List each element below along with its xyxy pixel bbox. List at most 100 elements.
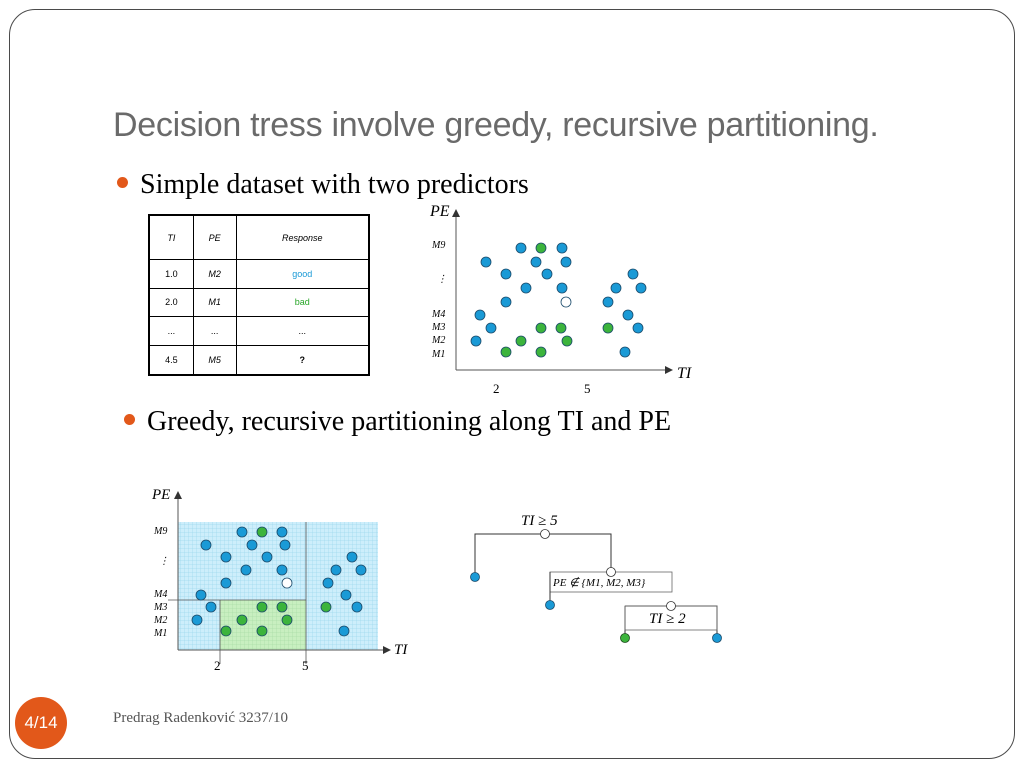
data-point [281, 614, 293, 626]
data-table: TI PE Response 1.0 M2 good 2.0 M1 bad ..… [148, 214, 370, 376]
bullet-2: Greedy, recursive partitioning along TI … [124, 406, 671, 438]
bullet-2-text: Greedy, recursive partitioning along TI … [147, 406, 672, 437]
footer-author: Predrag Radenković 3237/10 [113, 710, 288, 726]
data-point [560, 296, 572, 308]
data-point [556, 242, 568, 254]
tree-leaf-green [620, 633, 630, 643]
y-tick: M3 [431, 322, 445, 333]
y-tick: ⋮ [437, 274, 447, 285]
data-point [627, 268, 639, 280]
data-point [515, 335, 527, 347]
x-tick: 2 [493, 381, 500, 396]
tree-leaf-blue [712, 633, 722, 643]
tree-split-node [540, 529, 550, 539]
bullet-1-text: Simple dataset with two predictors [140, 169, 529, 200]
data-point [220, 551, 232, 563]
data-point [246, 539, 258, 551]
table-cell: ? [235, 344, 370, 376]
y-tick: M3 [153, 602, 167, 613]
y-tick: M9 [153, 526, 167, 537]
data-point [191, 614, 203, 626]
data-point [474, 309, 486, 321]
data-point [622, 309, 634, 321]
data-point [500, 296, 512, 308]
data-point [338, 625, 350, 637]
data-point [555, 322, 567, 334]
data-point [256, 625, 268, 637]
table-row: 4.5 M5 ? [148, 344, 370, 376]
y-tick: ⋮ [159, 556, 169, 567]
data-point [256, 601, 268, 613]
y-tick: M4 [153, 589, 167, 600]
table-cell: good [235, 259, 370, 289]
y-axis-label: PE [151, 487, 170, 503]
tree-leaf-blue [545, 600, 555, 610]
data-point [619, 346, 631, 358]
table-header-ti: TI [148, 214, 194, 260]
tree-split-node [606, 567, 616, 577]
data-point [535, 346, 547, 358]
scatter-plot: PE TI 2 5 M9 ⋮ M4 M3 M2 M1 [429, 203, 692, 396]
data-point [276, 564, 288, 576]
y-tick: M9 [431, 240, 445, 251]
data-point [561, 335, 573, 347]
data-point [515, 242, 527, 254]
data-point [256, 526, 268, 538]
data-point [220, 625, 232, 637]
data-point [279, 539, 291, 551]
table-row: 1.0 M2 good [148, 259, 370, 289]
data-point [535, 242, 547, 254]
table-row: ... ... ... [148, 316, 370, 346]
table-row: 2.0 M1 bad [148, 287, 370, 318]
data-point [320, 601, 332, 613]
y-tick: M2 [153, 615, 167, 626]
data-point [330, 564, 342, 576]
tree-node2-label: PE ∉ {M1, M2, M3} [552, 576, 646, 589]
data-point [276, 526, 288, 538]
tree-node3-label: TI ≥ 2 [649, 611, 686, 627]
data-point [535, 322, 547, 334]
data-point [480, 256, 492, 268]
x-tick: 2 [214, 658, 221, 673]
data-point [351, 601, 363, 613]
x-tick: 5 [584, 381, 591, 396]
table-cell: 1.0 [148, 259, 194, 289]
table-header-row: TI PE Response [148, 214, 370, 260]
y-tick: M1 [153, 628, 167, 639]
y-tick: M1 [431, 349, 445, 360]
data-point [635, 282, 647, 294]
data-point [205, 601, 217, 613]
data-point [322, 577, 334, 589]
data-point [602, 322, 614, 334]
tree-leaf-blue [470, 572, 480, 582]
data-point [530, 256, 542, 268]
data-point [541, 268, 553, 280]
data-point [500, 268, 512, 280]
data-point [195, 589, 207, 601]
table-cell: ... [148, 316, 194, 346]
table-cell: bad [235, 287, 370, 318]
y-tick: M2 [431, 335, 445, 346]
y-axis-label: PE [429, 203, 450, 220]
data-point [485, 322, 497, 334]
table-cell: ... [192, 316, 237, 346]
data-point [240, 564, 252, 576]
data-point [520, 282, 532, 294]
data-point [500, 346, 512, 358]
data-point [261, 551, 273, 563]
x-axis-label: TI [677, 365, 692, 382]
partition-plot: PE TI 2 5 M9 ⋮ M4 M3 M2 M1 [151, 487, 408, 673]
slide-title: Decision tress involve greedy, recursive… [113, 106, 879, 144]
data-point [632, 322, 644, 334]
table-cell: ... [235, 316, 370, 346]
table-cell: 2.0 [148, 287, 194, 318]
data-point [276, 601, 288, 613]
data-point [355, 564, 367, 576]
x-tick: 5 [302, 658, 309, 673]
table-header-pe: PE [192, 214, 237, 260]
data-point [602, 296, 614, 308]
tree-split-node [666, 601, 676, 611]
data-point [200, 539, 212, 551]
data-point [281, 577, 293, 589]
table-cell: M2 [192, 259, 237, 289]
